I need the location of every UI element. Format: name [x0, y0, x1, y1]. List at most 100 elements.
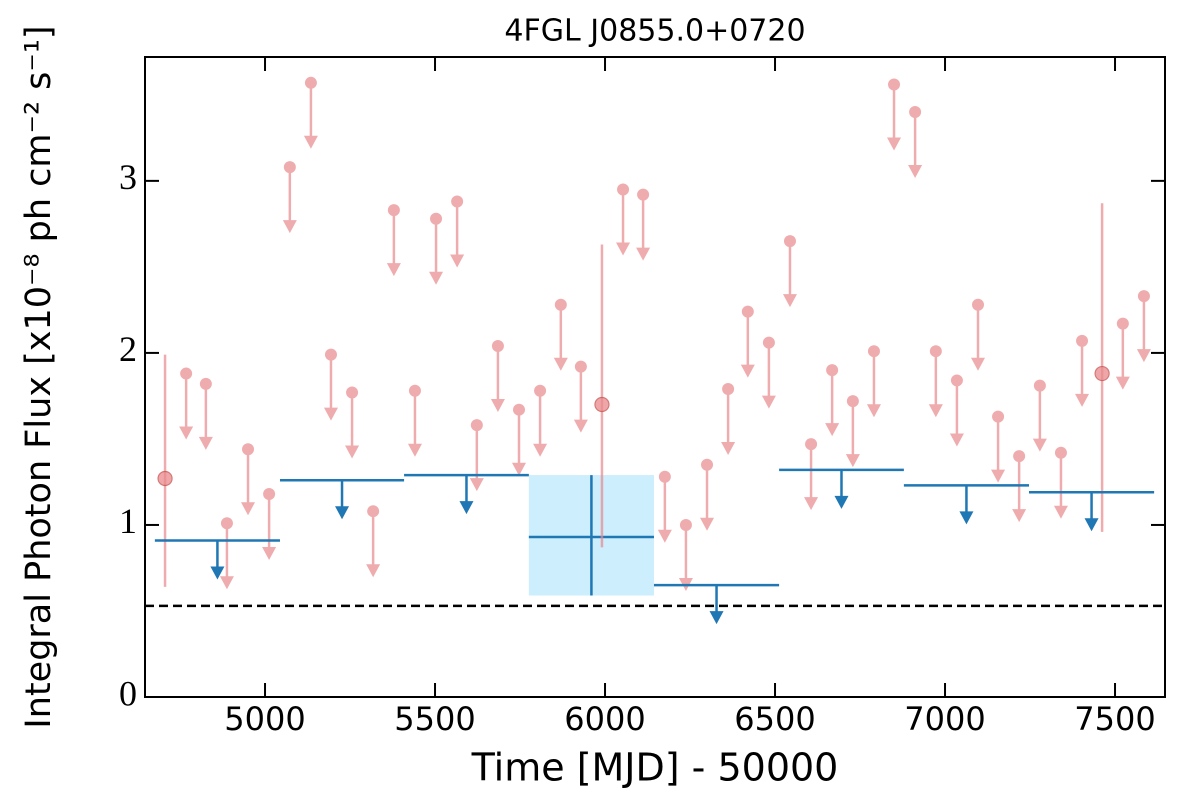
x-axis-label: Time [MJD] - 50000: [471, 746, 839, 790]
upper-limit-point: [263, 487, 276, 500]
upper-limit: [262, 487, 277, 560]
limit-head: [721, 442, 736, 456]
detection-point: [594, 396, 610, 413]
limit-head: [335, 506, 350, 520]
limit-head: [1012, 509, 1027, 523]
upper-limit: [1136, 290, 1151, 363]
upper-limit: [657, 470, 672, 543]
upper-limit: [533, 384, 548, 457]
limit-head: [303, 135, 318, 149]
limit-head: [366, 564, 381, 578]
upper-limit: [179, 367, 194, 440]
limit-head: [709, 611, 724, 625]
limit-head: [386, 263, 401, 277]
upper-limit-point: [304, 76, 317, 89]
upper-limit-point: [242, 443, 255, 456]
limit-head: [971, 357, 985, 371]
upper-limit: [761, 336, 776, 409]
limit-head: [407, 443, 422, 457]
upper-limit-point: [534, 384, 547, 397]
upper-limit: [700, 458, 715, 531]
upper-limit-point: [846, 395, 859, 408]
upper-limit-point: [637, 188, 650, 201]
limit-head: [573, 419, 588, 433]
upper-limit: [573, 360, 588, 433]
upper-limit-point: [722, 383, 735, 396]
x-tick-label: 6500: [734, 700, 815, 738]
upper-limit-point: [1137, 290, 1150, 303]
limit-head: [887, 137, 902, 151]
limit-head: [700, 517, 715, 531]
bin-upper-limit: [709, 585, 724, 625]
limit-head: [1115, 376, 1130, 390]
upper-limit: [866, 345, 881, 418]
upper-limit-point: [199, 377, 212, 390]
limit-head: [469, 478, 484, 492]
upper-limit: [949, 374, 964, 447]
upper-limit: [971, 298, 985, 371]
bin-upper-limit: [210, 540, 225, 580]
upper-limit-point: [867, 345, 880, 358]
upper-limit: [1053, 446, 1068, 519]
x-tick-label: 6000: [564, 700, 645, 738]
upper-limit-point: [617, 183, 630, 196]
limit-head: [616, 242, 631, 256]
upper-limit-point: [658, 470, 671, 483]
upper-limit-point: [470, 419, 483, 432]
limit-head: [761, 395, 776, 409]
upper-limit: [490, 340, 505, 413]
limit-head: [198, 436, 213, 450]
upper-limit: [782, 235, 797, 308]
upper-limit-point: [367, 505, 380, 518]
limit-head: [636, 247, 651, 261]
upper-limit-point: [1033, 379, 1046, 392]
limit-head: [1032, 438, 1047, 452]
limit-head: [804, 497, 819, 511]
limit-head: [459, 501, 474, 515]
bin-upper-limit: [459, 475, 474, 515]
limit-head: [1053, 505, 1068, 519]
limit-head: [490, 399, 505, 413]
upper-limit-point: [346, 386, 359, 399]
upper-limit: [219, 517, 234, 590]
upper-limit-point: [929, 345, 942, 358]
limit-head: [323, 407, 338, 421]
upper-limit: [386, 204, 401, 277]
bin-upper-limit: [1084, 492, 1099, 532]
upper-limit-point: [554, 298, 567, 311]
limit-head: [959, 511, 974, 525]
upper-limit: [721, 383, 736, 456]
upper-limit-point: [888, 78, 901, 91]
upper-limit: [198, 377, 213, 450]
limit-head: [241, 502, 256, 516]
x-tick-label: 7000: [904, 700, 985, 738]
upper-limit-point: [826, 364, 839, 377]
upper-limit-point: [783, 235, 796, 248]
upper-limit-point: [408, 384, 421, 397]
limit-head: [345, 445, 360, 459]
limit-head: [657, 529, 672, 543]
upper-limit-point: [180, 367, 193, 380]
limit-head: [450, 254, 465, 268]
plot-frame: [144, 56, 1166, 698]
upper-limit-point: [220, 517, 233, 530]
upper-limit: [1115, 317, 1130, 390]
upper-limit: [407, 384, 422, 457]
upper-limit-point: [909, 106, 922, 119]
upper-limit-point: [679, 518, 692, 531]
upper-limit: [366, 505, 381, 578]
upper-limit-point: [972, 298, 984, 311]
upper-limit: [345, 386, 360, 459]
upper-limit: [1075, 334, 1090, 407]
x-tick-label: 7500: [1074, 700, 1155, 738]
x-tick-label: 5500: [394, 700, 475, 738]
upper-limit: [991, 410, 1006, 483]
upper-limit-point: [950, 374, 963, 387]
y-tick-label: 1: [119, 501, 137, 541]
bin-upper-limit: [959, 485, 974, 525]
limit-head: [740, 364, 755, 378]
upper-limit: [553, 298, 568, 371]
limit-head: [782, 294, 797, 308]
upper-limit: [469, 419, 484, 492]
